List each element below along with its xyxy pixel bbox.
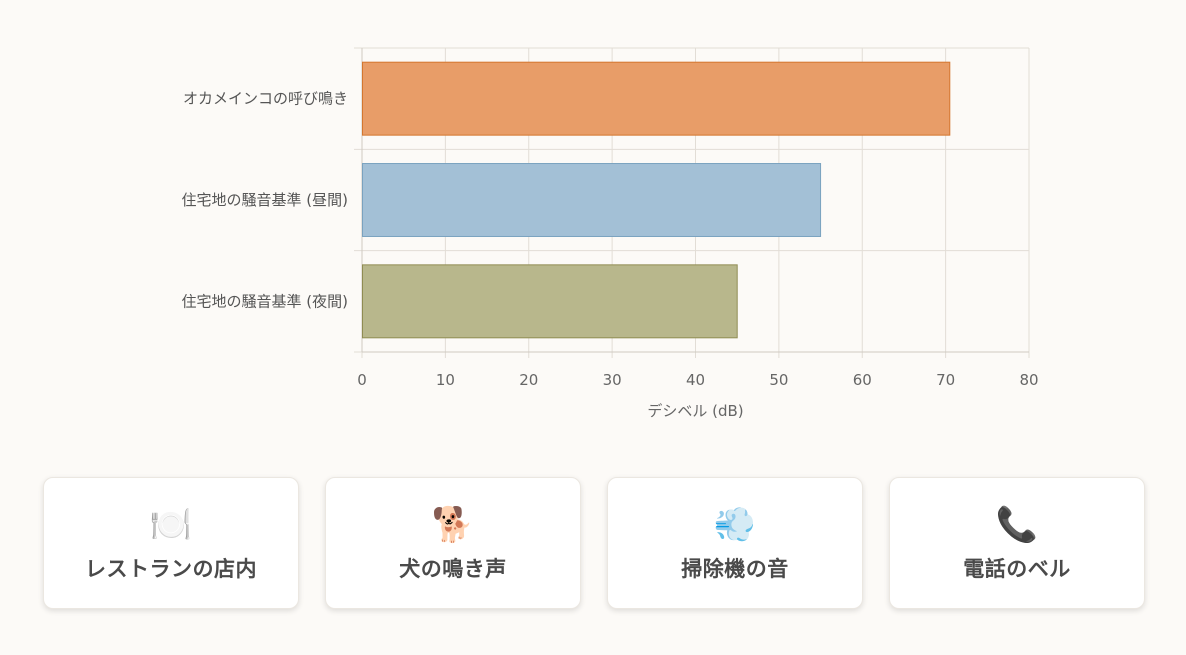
telephone-icon: 📞 [995, 505, 1039, 545]
card-vacuum[interactable]: 💨 掃除機の音 [607, 477, 863, 609]
x-tick-label: 40 [686, 371, 705, 389]
bar-chart: オカメインコの呼び鳴き 住宅地の騒音基準 (昼間) 住宅地の騒音基準 (夜間) 0 10… [182, 47, 1039, 420]
card-label: 電話のベル [963, 557, 1071, 581]
card-dog-bark[interactable]: 🐕 犬の鳴き声 [325, 477, 581, 609]
card-label: 掃除機の音 [681, 557, 789, 581]
x-tick-label: 70 [936, 371, 955, 389]
card-phone-ring[interactable]: 📞 電話のベル [889, 477, 1145, 609]
card-label: 犬の鳴き声 [399, 557, 507, 581]
bar [362, 61, 951, 136]
x-tick-label: 10 [436, 371, 455, 389]
sound-comparison-cards: 🍽️ レストランの店内 🐕 犬の鳴き声 💨 掃除機の音 📞 電話のベル [43, 477, 1145, 609]
x-tick-label: 60 [853, 371, 872, 389]
category-label: 住宅地の騒音基準 (夜間) [182, 292, 348, 310]
bar [362, 163, 822, 237]
bar [362, 264, 738, 339]
x-tick-label: 80 [1019, 371, 1038, 389]
x-tick-label: 0 [357, 371, 367, 389]
category-label: オカメインコの呼び鳴き [183, 90, 348, 108]
fork-knife-plate-icon: 🍽️ [149, 505, 193, 545]
x-axis-title: デシベル (dB) [647, 402, 743, 420]
x-tick-label: 20 [519, 371, 538, 389]
x-tick-label: 50 [769, 371, 788, 389]
x-tick-label: 30 [603, 371, 622, 389]
card-restaurant[interactable]: 🍽️ レストランの店内 [43, 477, 299, 609]
dog-icon: 🐕 [431, 505, 475, 545]
dash-wind-icon: 💨 [713, 505, 757, 545]
category-label: 住宅地の騒音基準 (昼間) [182, 191, 348, 209]
card-label: レストランの店内 [85, 557, 257, 581]
